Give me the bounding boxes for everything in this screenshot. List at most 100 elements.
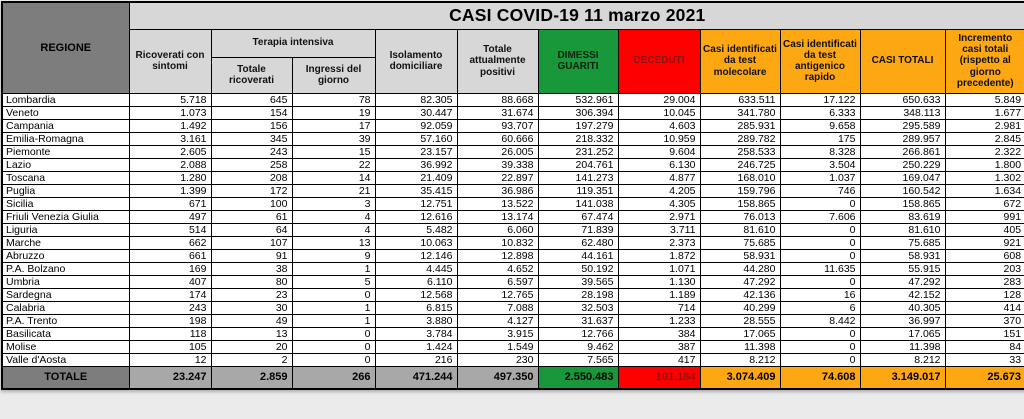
- value-cell: 4: [291, 222, 376, 237]
- value-cell: 13.174: [456, 209, 539, 224]
- table-row: Veneto 1.073 154 19 30.447 31.674 306.394 10.04…: [1, 105, 1024, 120]
- value-cell: 295.589: [859, 118, 946, 133]
- value-cell: 246.725: [699, 157, 781, 172]
- total-value: 497.350: [456, 365, 539, 389]
- value-cell: 38: [210, 261, 293, 276]
- value-cell: 2.971: [617, 209, 701, 224]
- value-cell: 75.685: [699, 235, 781, 250]
- value-cell: 0: [779, 196, 861, 211]
- value-cell: 107: [210, 235, 293, 250]
- value-cell: 1.800: [944, 157, 1024, 172]
- value-cell: 128: [944, 287, 1024, 302]
- value-cell: 12.751: [374, 196, 458, 211]
- value-cell: 13: [291, 235, 376, 250]
- total-row: TOTALE 23.247 2.859 266 471.244 497.350 2.550.…: [1, 365, 1024, 389]
- table-row: Valle d'Aosta 12 2 0 216 230 7.565 417 8.212 0 8.2…: [1, 352, 1024, 367]
- region-cell: Abruzzo: [1, 248, 130, 263]
- value-cell: 387: [617, 339, 701, 354]
- value-cell: 76.013: [699, 209, 781, 224]
- value-cell: 39: [291, 131, 376, 146]
- value-cell: 10.959: [617, 131, 701, 146]
- value-cell: 172: [210, 183, 293, 198]
- value-cell: 345: [210, 131, 293, 146]
- value-cell: 49: [210, 313, 293, 328]
- value-cell: 30: [210, 300, 293, 315]
- value-cell: 5.849: [944, 92, 1024, 107]
- value-cell: 31.674: [456, 105, 539, 120]
- value-cell: 4.877: [617, 170, 701, 185]
- title-row: REGIONE CASI COVID-19 11 marzo 2021: [1, 1, 1024, 94]
- value-cell: 0: [779, 222, 861, 237]
- region-cell: Basilicata: [1, 326, 130, 341]
- total-label: TOTALE: [1, 365, 130, 389]
- value-cell: 3.711: [617, 222, 701, 237]
- value-cell: 64: [210, 222, 293, 237]
- value-cell: 230: [456, 352, 539, 367]
- value-cell: 9.658: [779, 118, 861, 133]
- value-cell: 417: [617, 352, 701, 367]
- value-cell: 40.305: [859, 300, 946, 315]
- col-header-ricoverati-con-sintomi: Ricoverati con sintomi: [128, 28, 212, 94]
- value-cell: 60.666: [456, 131, 539, 146]
- value-cell: 8.442: [779, 313, 861, 328]
- region-cell: Puglia: [1, 183, 130, 198]
- col-header-totale-attualmente-positivi: Totale attualmente positivi: [456, 28, 539, 94]
- value-cell: 4: [291, 209, 376, 224]
- value-cell: 32.503: [537, 300, 619, 315]
- value-cell: 0: [779, 235, 861, 250]
- value-cell: 40.299: [699, 300, 781, 315]
- value-cell: 2.373: [617, 235, 701, 250]
- total-value: 266: [291, 365, 376, 389]
- covid-cases-table: REGIONE CASI COVID-19 11 marzo 2021 Rico…: [1, 1, 1024, 390]
- value-cell: 208: [210, 170, 293, 185]
- value-cell: 174: [128, 287, 212, 302]
- value-cell: 141.038: [537, 196, 619, 211]
- value-cell: 0: [291, 326, 376, 341]
- value-cell: 15: [291, 144, 376, 159]
- value-cell: 8.212: [699, 352, 781, 367]
- value-cell: 7.088: [456, 300, 539, 315]
- value-cell: 1.071: [617, 261, 701, 276]
- col-header-totale-ricoverati: Totale ricoverati: [210, 56, 293, 94]
- total-value: 2.550.483: [537, 365, 619, 389]
- region-cell: Marche: [1, 235, 130, 250]
- value-cell: 36.997: [859, 313, 946, 328]
- value-cell: 0: [291, 339, 376, 354]
- value-cell: 8.328: [779, 144, 861, 159]
- value-cell: 197.279: [537, 118, 619, 133]
- value-cell: 44.280: [699, 261, 781, 276]
- total-value: 25.673: [944, 365, 1024, 389]
- value-cell: 9.604: [617, 144, 701, 159]
- value-cell: 160.542: [859, 183, 946, 198]
- region-cell: Valle d'Aosta: [1, 352, 130, 367]
- value-cell: 2.088: [128, 157, 212, 172]
- value-cell: 7.565: [537, 352, 619, 367]
- value-cell: 6: [779, 300, 861, 315]
- value-cell: 285.931: [699, 118, 781, 133]
- value-cell: 6.597: [456, 274, 539, 289]
- value-cell: 671: [128, 196, 212, 211]
- value-cell: 289.782: [699, 131, 781, 146]
- value-cell: 661: [128, 248, 212, 263]
- region-cell: Toscana: [1, 170, 130, 185]
- value-cell: 650.633: [859, 92, 946, 107]
- value-cell: 84: [944, 339, 1024, 354]
- value-cell: 47.292: [699, 274, 781, 289]
- value-cell: 58.931: [859, 248, 946, 263]
- value-cell: 26.005: [456, 144, 539, 159]
- value-cell: 4.603: [617, 118, 701, 133]
- value-cell: 414: [944, 300, 1024, 315]
- value-cell: 370: [944, 313, 1024, 328]
- value-cell: 1.634: [944, 183, 1024, 198]
- value-cell: 158.865: [699, 196, 781, 211]
- value-cell: 11.635: [779, 261, 861, 276]
- value-cell: 50.192: [537, 261, 619, 276]
- value-cell: 204.761: [537, 157, 619, 172]
- value-cell: 78: [291, 92, 376, 107]
- value-cell: 23: [210, 287, 293, 302]
- value-cell: 405: [944, 222, 1024, 237]
- value-cell: 13: [210, 326, 293, 341]
- value-cell: 6.815: [374, 300, 458, 315]
- region-cell: Friuli Venezia Giulia: [1, 209, 130, 224]
- value-cell: 1.073: [128, 105, 212, 120]
